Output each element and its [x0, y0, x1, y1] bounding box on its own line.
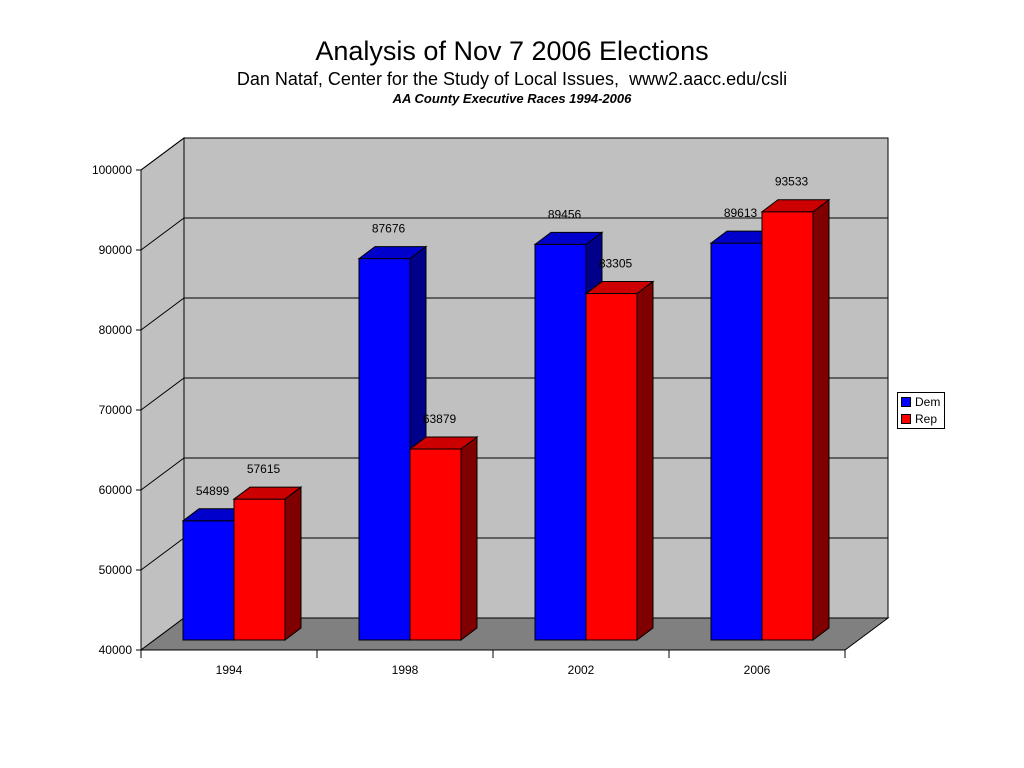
data-labels: 54899 57615 87676 63879 89456 83305 89613 93533	[196, 175, 809, 498]
chart-titles: Analysis of Nov 7 2006 Elections Dan Nat…	[0, 34, 1024, 108]
bar-rep-1994	[232, 486, 303, 641]
legend-swatch-rep	[901, 413, 911, 424]
page-title: Analysis of Nov 7 2006 Elections	[315, 36, 709, 66]
y-tick-label: 60000	[99, 483, 133, 497]
label-dem-2006: 89613	[724, 206, 758, 220]
y-tick-label: 40000	[99, 643, 133, 657]
y-tick-label: 80000	[99, 323, 133, 337]
bar-dem-1998-top	[357, 246, 428, 260]
x-tick-label: 2006	[744, 663, 771, 677]
label-dem-1994: 54899	[196, 484, 230, 498]
y-tick-label: 50000	[99, 563, 133, 577]
bars	[181, 198, 831, 641]
bar-dem-1994-front	[182, 520, 235, 641]
label-rep-1998: 63879	[423, 412, 457, 426]
legend-label-rep: Rep	[915, 411, 938, 426]
gridline	[140, 217, 888, 251]
bar-rep-1994-front	[233, 498, 286, 641]
legend-label-dem: Dem	[915, 394, 941, 409]
bar-rep-2006-side	[812, 198, 830, 641]
label-dem-1998: 87676	[372, 222, 406, 236]
x-tick-label: 1998	[392, 663, 419, 677]
bar-dem-2002-top	[533, 231, 604, 245]
bar-rep-1994-top	[232, 486, 303, 500]
bar-rep-1998	[408, 435, 479, 641]
legend-item-rep: Rep	[898, 410, 944, 427]
bar-dem-2002-front	[534, 243, 587, 641]
bar-rep-2006-top	[760, 199, 831, 213]
axes: 40000 50000 60000 70000 80000 90000 100000 1994…	[92, 163, 846, 677]
chart-title: AA County Executive Races 1994-2006	[392, 91, 632, 106]
legend-item-dem: Dem	[898, 393, 944, 410]
y-tick-label: 70000	[99, 403, 133, 417]
bar-rep-2002	[584, 280, 655, 641]
label-rep-2002: 83305	[599, 257, 633, 271]
x-tick-label: 2002	[568, 663, 595, 677]
bar-dem-1998-front	[358, 258, 411, 641]
page-subtitle: Dan Nataf, Center for the Study of Local…	[236, 69, 788, 89]
bar-rep-1994-side	[284, 486, 302, 641]
bar-rep-2002-top	[584, 281, 655, 295]
y-tick-label: 90000	[99, 243, 133, 257]
bar-rep-2002-front	[585, 293, 638, 641]
label-dem-2002: 89456	[548, 207, 582, 221]
bar-rep-1998-side	[460, 435, 478, 641]
bar-rep-2006-front	[761, 211, 814, 641]
label-rep-2006: 93533	[775, 175, 809, 189]
bar-dem-2006-front	[710, 242, 763, 641]
bar-rep-2006	[760, 198, 831, 641]
legend-swatch-dem	[901, 396, 911, 407]
gridline	[140, 137, 888, 171]
label-rep-1994: 57615	[247, 462, 281, 476]
bar-rep-1998-top	[408, 436, 479, 450]
x-tick-label: 1994	[216, 663, 243, 677]
y-tick-label: 100000	[92, 163, 132, 177]
legend: Dem Rep	[897, 392, 945, 429]
bar-rep-2002-side	[636, 280, 654, 641]
bar-rep-1998-front	[409, 448, 462, 641]
